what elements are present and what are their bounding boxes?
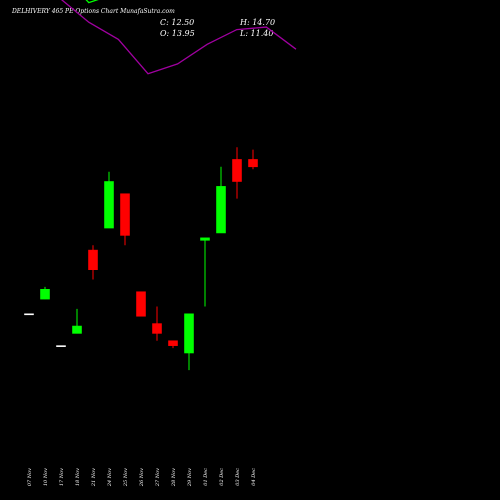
candle-body — [72, 325, 82, 334]
candle — [56, 345, 66, 347]
x-tick-label: 28 Nov — [171, 468, 177, 487]
candle — [104, 171, 114, 229]
candle-body — [232, 159, 242, 182]
candle — [40, 286, 50, 300]
candle-body — [136, 291, 146, 317]
x-tick-label: 25 Nov — [123, 468, 129, 487]
x-tick-label: 07 Nov — [27, 468, 33, 486]
candle — [120, 193, 130, 246]
candle-body — [24, 313, 34, 316]
x-tick-label: 27 Nov — [155, 468, 161, 487]
chart-title: DELHIVERY 465 PE Options Chart MunafaSut… — [11, 8, 175, 15]
x-tick-label: 18 Nov — [75, 468, 81, 486]
x-tick-label: 03 Dec — [235, 468, 241, 486]
candle-body — [104, 181, 114, 229]
x-axis-ticks: 07 Nov 10 Nov 17 Nov 18 Nov 21 Nov 24 Nov 25 N… — [27, 468, 257, 487]
x-tick-label: 02 Dec — [219, 468, 225, 486]
candle — [152, 306, 162, 341]
x-tick-label: 21 Nov — [91, 468, 97, 487]
candle — [72, 308, 82, 334]
x-tick-label: 17 Nov — [59, 468, 65, 486]
band-lines — [60, 0, 297, 75]
low-value: L: 11.40 — [239, 29, 273, 38]
x-tick-label: 26 Nov — [139, 468, 145, 487]
candles — [24, 147, 258, 371]
candle — [184, 313, 194, 371]
candle-body — [168, 340, 178, 346]
candle — [168, 340, 178, 349]
candle-body — [56, 345, 66, 347]
lower-band-line — [60, 0, 297, 75]
x-tick-label: 04 Dec — [251, 468, 257, 486]
open-value: O: 13.95 — [160, 29, 195, 38]
candle-body — [120, 193, 130, 236]
x-tick-label: 24 Nov — [107, 468, 113, 487]
candle — [88, 245, 98, 280]
candle-body — [40, 288, 50, 300]
candle — [232, 147, 242, 199]
candle-body — [248, 159, 258, 168]
candle — [136, 291, 146, 317]
candle — [24, 313, 34, 316]
candle-body — [184, 313, 194, 354]
candle-body — [200, 237, 210, 241]
candle-body — [152, 323, 162, 334]
close-value: C: 12.50 — [160, 18, 194, 27]
candle — [216, 166, 226, 234]
candle — [248, 149, 258, 170]
candle-body — [88, 249, 98, 271]
x-tick-label: 29 Nov — [187, 468, 193, 487]
x-tick-label: 01 Dec — [203, 468, 209, 486]
candle — [200, 237, 210, 307]
high-value: H: 14.70 — [239, 18, 275, 27]
candle-body — [216, 186, 226, 234]
x-tick-label: 10 Nov — [43, 468, 49, 486]
